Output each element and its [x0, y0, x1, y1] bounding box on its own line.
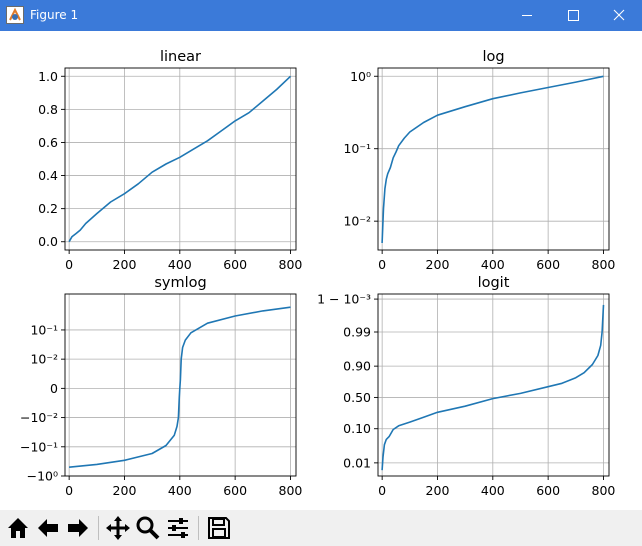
y-tick-label: 10⁻¹ [343, 141, 371, 156]
y-tick-label: 0.0 [38, 234, 58, 249]
y-tick-label: 0.50 [343, 390, 371, 405]
figure-canvas[interactable]: 0 200 400 600 800 0.0 0.2 0.4 0.6 0.8 1.0 linear 0 2… [0, 31, 642, 510]
axes-frame [64, 293, 297, 477]
x-tick-label: 600 [536, 483, 560, 498]
subplot-title: symlog [154, 275, 206, 291]
y-tick-label: 0.10 [343, 421, 371, 436]
y-tick-label: 10⁰ [350, 69, 371, 84]
x-tick-label: 0 [378, 483, 386, 498]
x-tick-label: 600 [223, 257, 247, 272]
y-tick-label: 10⁻¹ [30, 322, 58, 337]
axes-background [378, 68, 609, 250]
x-tick-label: 800 [279, 257, 303, 272]
subplot-title: log [482, 49, 504, 65]
x-tick-label: 800 [279, 483, 303, 498]
back-arrow-icon[interactable] [34, 514, 62, 542]
subplot-logit: 0 200 400 600 800 0.01 0.10 0.50 0.90 0.99 1 − 10⁻… [317, 275, 615, 498]
y-tick-label: 0.90 [343, 359, 371, 374]
x-tick-label: 400 [481, 483, 505, 498]
y-tick-label: 1.0 [38, 69, 58, 84]
subplot-title: linear [160, 49, 201, 65]
axes-frame [377, 293, 610, 477]
subplot-symlog: 0 200 400 600 800 −10⁰ −10⁻¹ −10⁻² 0 10⁻² 10⁻¹ syml… [20, 275, 302, 498]
series-line [68, 75, 292, 243]
y-tick-label: −10⁻² [20, 410, 58, 425]
y-tick-label: 0.4 [38, 168, 58, 183]
x-tick-label: 800 [592, 483, 616, 498]
y-tick-label: −10⁰ [27, 469, 58, 484]
x-tick-label: 400 [481, 257, 505, 272]
axes-background [65, 68, 296, 250]
save-icon[interactable] [205, 514, 233, 542]
x-tick-label: 600 [536, 257, 560, 272]
maximize-icon[interactable] [550, 0, 596, 31]
minimize-icon[interactable] [504, 0, 550, 31]
x-tick-label: 600 [223, 483, 247, 498]
home-icon[interactable] [4, 514, 32, 542]
subplot-log: 0 200 400 600 800 10⁻² 10⁻¹ 10⁰ log [343, 49, 615, 272]
x-tick-label: 0 [378, 257, 386, 272]
x-tick-label: 200 [426, 257, 450, 272]
x-tick-label: 400 [168, 483, 192, 498]
x-tick-label: 200 [426, 483, 450, 498]
y-tick-label: 0.2 [38, 201, 58, 216]
series-line [69, 306, 291, 468]
y-tick-label: 0.8 [38, 102, 58, 117]
x-tick-label: 0 [65, 257, 73, 272]
series-line [381, 304, 605, 471]
y-tick-label: 0.99 [343, 325, 371, 340]
toolbar-separator [198, 516, 199, 540]
forward-arrow-icon[interactable] [64, 514, 92, 542]
axes-frame [377, 67, 610, 251]
y-tick-label: 0.6 [38, 135, 58, 150]
x-tick-label: 800 [592, 257, 616, 272]
window-title: Figure 1 [30, 8, 79, 22]
close-icon[interactable] [596, 0, 642, 31]
x-tick-label: 400 [168, 257, 192, 272]
y-tick-label: 10⁻² [343, 214, 371, 229]
matplotlib-icon [6, 6, 24, 24]
y-tick-label: 0 [50, 381, 58, 396]
figure-svg: 0 200 400 600 800 0.0 0.2 0.4 0.6 0.8 1.0 linear 0 2… [20, 49, 615, 498]
window-titlebar[interactable]: Figure 1 [0, 0, 642, 31]
axes-background [378, 294, 609, 476]
navigation-toolbar [0, 510, 642, 546]
zoom-icon[interactable] [134, 514, 162, 542]
x-tick-label: 200 [113, 483, 137, 498]
y-tick-label: 1 − 10⁻³ [317, 292, 371, 307]
x-tick-label: 200 [113, 257, 137, 272]
subplots-config-icon[interactable] [164, 514, 192, 542]
pan-icon[interactable] [104, 514, 132, 542]
toolbar-separator [98, 516, 99, 540]
x-tick-label: 0 [65, 483, 73, 498]
y-tick-label: −10⁻¹ [20, 439, 58, 454]
subplot-linear: 0 200 400 600 800 0.0 0.2 0.4 0.6 0.8 1.0 linear [38, 49, 302, 272]
axes-frame [64, 67, 297, 251]
series-line [381, 75, 604, 244]
y-tick-label: 10⁻² [30, 352, 58, 367]
y-tick-label: 0.01 [343, 455, 371, 470]
subplot-title: logit [478, 275, 510, 291]
